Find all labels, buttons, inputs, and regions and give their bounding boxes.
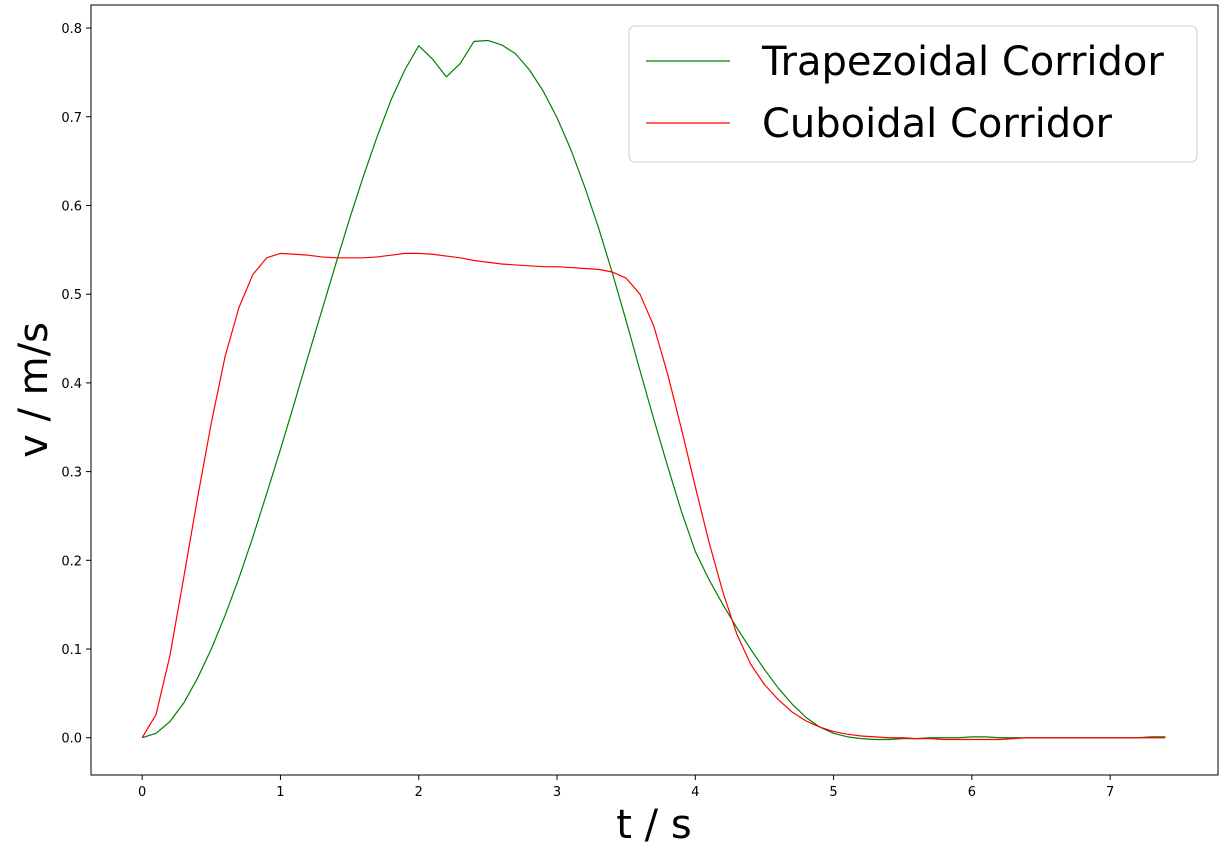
legend-box: [628, 25, 1198, 163]
series-line-trapezoidal: [141, 39, 1166, 741]
y-axis-label: v / m/s: [11, 322, 57, 458]
x-axis-label: t / s: [616, 802, 691, 848]
x-tick-label: 6: [968, 785, 976, 800]
legend-label-trapezoidal: Trapezoidal Corridor: [761, 39, 1164, 85]
y-tick-label: 0.4: [61, 377, 82, 392]
y-axis: 0.0 0.1 0.2 0.3 0.4 0.5 0.6 0.7 0.8: [61, 22, 91, 747]
y-tick-label: 0.0: [61, 732, 82, 747]
y-tick-label: 0.8: [61, 22, 82, 37]
x-tick-label: 1: [276, 785, 284, 800]
x-tick-label: 4: [691, 785, 699, 800]
x-tick-label: 5: [829, 785, 837, 800]
y-tick-label: 0.7: [61, 111, 82, 126]
x-tick-label: 2: [415, 785, 423, 800]
legend-label-cuboidal: Cuboidal Corridor: [762, 101, 1113, 147]
x-axis: 0 1 2 3 4 5 6 7: [138, 775, 1114, 800]
y-tick-label: 0.2: [61, 554, 82, 569]
series-layer: [141, 39, 1166, 741]
x-tick-label: 3: [553, 785, 561, 800]
legend: Trapezoidal Corridor Cuboidal Corridor: [628, 25, 1198, 163]
plot-frame: [90, 4, 1219, 776]
x-tick-label: 0: [138, 785, 146, 800]
y-tick-label: 0.3: [61, 466, 82, 481]
y-tick-label: 0.1: [61, 643, 82, 658]
x-tick-label: 7: [1106, 785, 1114, 800]
y-tick-label: 0.6: [61, 199, 82, 214]
y-tick-label: 0.5: [61, 288, 82, 303]
series-line-cuboidal: [141, 252, 1166, 741]
